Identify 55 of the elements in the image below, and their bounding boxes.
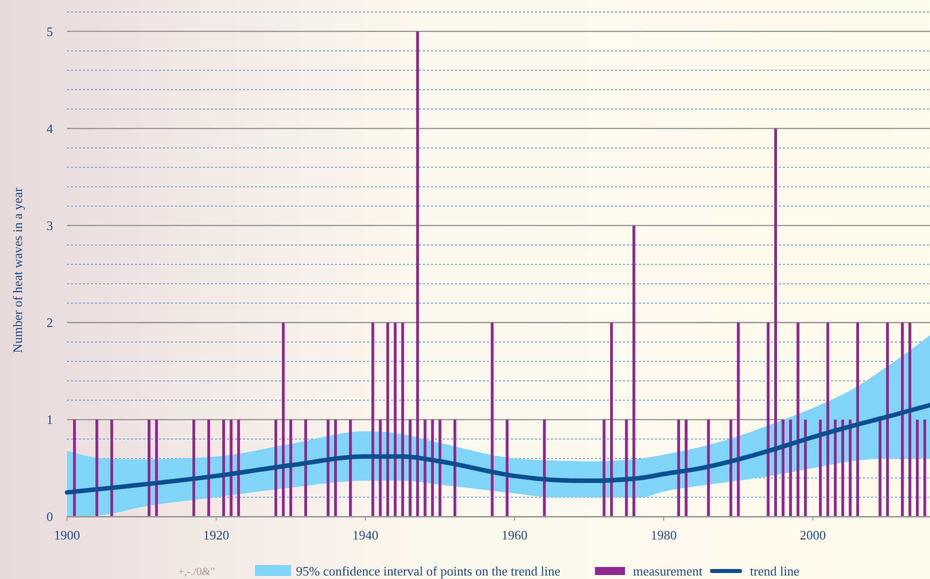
bar (610, 322, 613, 517)
bar (774, 128, 777, 517)
bar (908, 322, 912, 517)
bar (766, 322, 770, 517)
x-tick-label: 1920 (203, 528, 230, 543)
bar (818, 420, 822, 517)
bar (506, 420, 508, 517)
bar (602, 420, 606, 517)
bar (274, 420, 278, 517)
bar (901, 322, 904, 517)
y-tick-label: 3 (46, 218, 53, 234)
x-tick-label: 1940 (352, 528, 378, 543)
bar (782, 420, 784, 517)
y-tick-label: 1 (46, 412, 53, 428)
bar (334, 420, 337, 517)
line-series (64, 402, 930, 495)
bar (408, 420, 412, 517)
bar (625, 420, 628, 517)
y-axis-title: Number of heat waves in a year (10, 187, 25, 354)
text: 95% confidence interval of points on the trend line (296, 564, 560, 578)
bar (416, 31, 419, 517)
bar (438, 420, 442, 517)
bar (886, 322, 889, 517)
bar (453, 420, 456, 517)
bar (632, 226, 636, 517)
bar (230, 420, 232, 517)
bar (542, 420, 546, 517)
bar (804, 420, 807, 517)
y-tick-label: 2 (46, 315, 53, 330)
bar (73, 420, 76, 517)
bar (424, 420, 426, 517)
bar (326, 420, 330, 517)
bar (431, 420, 434, 517)
bar (155, 420, 158, 517)
legend-label: measurement (633, 564, 703, 578)
bar (677, 420, 680, 517)
bar (148, 420, 150, 517)
bar (856, 322, 860, 517)
y-tick-label: 4 (46, 120, 54, 136)
x-tick-label: 1900 (54, 528, 80, 543)
bar (707, 420, 710, 517)
text: +,-./0&" (178, 566, 215, 578)
bar (349, 420, 352, 517)
y-tick-label: 5 (46, 24, 53, 39)
x-tick-label: 1960 (502, 528, 528, 543)
y-tick-label: 0 (46, 509, 53, 524)
bar (789, 420, 792, 517)
bar (222, 420, 226, 517)
legend-label: trend line (750, 564, 800, 578)
bar (237, 420, 240, 517)
bar (878, 420, 882, 517)
bar (684, 420, 688, 517)
x-tick-label: 2000 (800, 528, 826, 543)
x-tick-label: 1980 (650, 528, 677, 543)
bar (796, 322, 800, 517)
